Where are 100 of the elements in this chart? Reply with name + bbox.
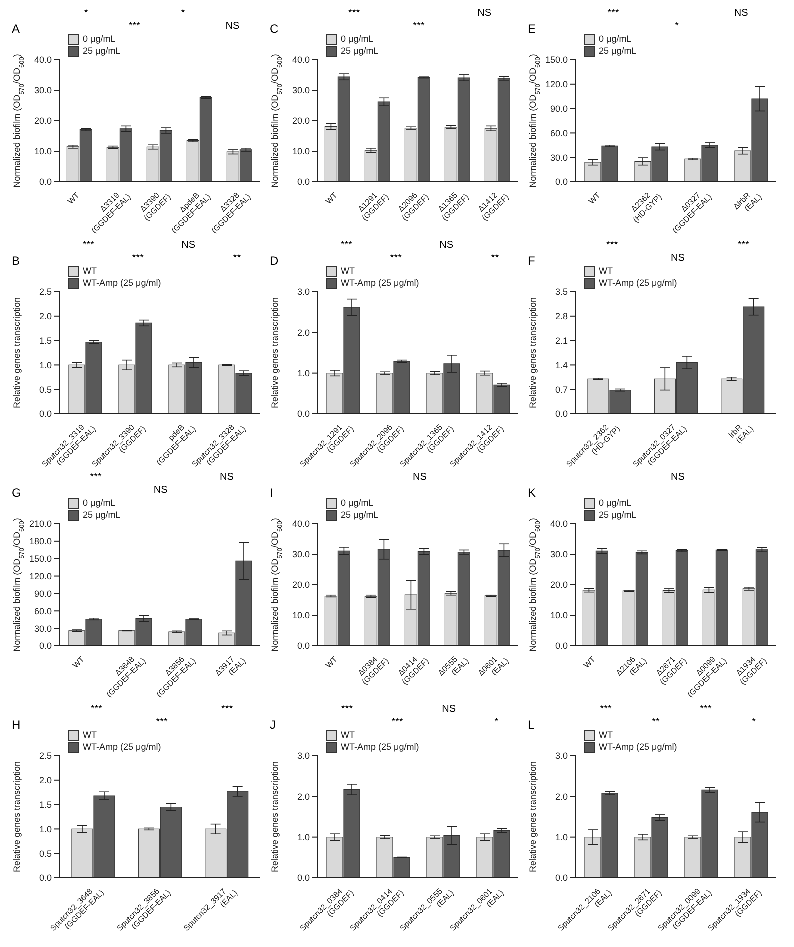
- y-tick-label: 1.5: [39, 800, 52, 810]
- y-tick-label: 0.0: [39, 177, 52, 188]
- text: ***: [348, 8, 360, 19]
- chart-title: F: [528, 254, 536, 268]
- y-tick-label: 3.0: [297, 287, 310, 298]
- text: ***: [608, 8, 620, 19]
- text: ***: [341, 704, 354, 715]
- legend-label: WT-Amp (25 μg/ml): [83, 277, 162, 289]
- text: NS: [182, 240, 196, 251]
- y-tick-label: 90.0: [550, 104, 568, 114]
- y-tick-label: 40.0: [292, 519, 310, 530]
- y-axis-title: Relative genes transcription: [12, 297, 22, 409]
- chart-title: A: [12, 22, 20, 36]
- y-tick-label: 120.0: [29, 571, 52, 582]
- y-tick-label: 2.1: [555, 336, 568, 346]
- y-tick-label: 40.0: [550, 519, 568, 530]
- y-tick-label: 30.0: [34, 86, 52, 96]
- y-tick-label: 30.0: [292, 550, 310, 560]
- y-tick-label: 20.0: [550, 580, 568, 590]
- text: ***: [90, 472, 102, 483]
- y-tick-label: 2.0: [555, 792, 568, 802]
- x-tick-label: WT: [66, 190, 82, 206]
- legend-label: 0 μg/mL: [341, 497, 374, 509]
- text: ***: [221, 704, 234, 715]
- y-tick-label: 30.0: [34, 624, 52, 634]
- x-tick-label: WT: [324, 190, 340, 206]
- y-tick-label: 0.0: [39, 641, 52, 652]
- text: **: [652, 717, 660, 728]
- y-tick-label: 2.8: [555, 312, 568, 322]
- y-axis-title: Relative genes transcription: [270, 297, 280, 409]
- chart-title: K: [528, 486, 536, 500]
- y-tick-label: 0.0: [297, 641, 310, 652]
- text: ***: [600, 704, 612, 715]
- text: ***: [413, 21, 425, 32]
- y-tick-label: 10.0: [34, 146, 52, 157]
- y-axis-title: Relative genes transcription: [528, 297, 538, 409]
- legend-label: WT-Amp (25 μg/ml): [599, 277, 678, 289]
- text: *: [752, 717, 756, 728]
- text: NS: [734, 8, 748, 19]
- text: ***: [340, 240, 353, 251]
- y-tick-label: 60.0: [34, 606, 52, 616]
- text: ***: [156, 717, 168, 728]
- text: ***: [392, 717, 404, 728]
- y-tick-label: 2.5: [39, 287, 52, 298]
- y-tick-label: 40.0: [292, 55, 310, 66]
- x-tick-label: WT: [71, 654, 86, 670]
- y-tick-label: 0.5: [39, 848, 52, 859]
- text: NS: [154, 485, 168, 496]
- legend-label: 0 μg/mL: [599, 33, 632, 45]
- y-tick-label: 1.5: [39, 336, 52, 346]
- y-tick-label: 2.0: [297, 328, 310, 338]
- y-tick-label: 180.0: [29, 536, 52, 547]
- legend-label: WT-Amp (25 μg/ml): [599, 741, 678, 753]
- text: ***: [128, 21, 141, 32]
- y-tick-label: 2.5: [39, 751, 52, 762]
- y-tick-label: 150.0: [29, 554, 52, 564]
- chart-title: D: [270, 254, 279, 268]
- y-tick-label: 1.4: [555, 360, 568, 370]
- legend-label: 25 μg/mL: [341, 45, 379, 57]
- legend-label: 25 μg/mL: [83, 45, 121, 57]
- y-tick-label: 0.0: [297, 409, 310, 420]
- y-tick-label: 0.0: [39, 873, 52, 884]
- text: *: [84, 8, 88, 19]
- legend-label: WT: [83, 729, 97, 741]
- chart-title: C: [270, 22, 279, 36]
- y-tick-label: 1.0: [297, 368, 310, 379]
- chart-title: E: [528, 22, 536, 36]
- legend-label: 0 μg/mL: [341, 33, 374, 45]
- y-axis-title: Relative genes transcription: [270, 761, 280, 873]
- chart-title: L: [528, 718, 535, 732]
- y-tick-label: 0.0: [555, 177, 568, 188]
- y-tick-label: 0.0: [297, 873, 310, 884]
- y-tick-label: 3.5: [555, 287, 568, 298]
- y-tick-label: 0.0: [39, 409, 52, 420]
- y-tick-label: 30.0: [550, 550, 568, 560]
- chart-title: J: [270, 718, 276, 732]
- text: **: [233, 253, 242, 264]
- y-tick-label: 1.0: [39, 360, 52, 370]
- text: NS: [478, 8, 492, 19]
- legend-label: WT: [341, 729, 355, 741]
- y-tick-label: 1.0: [555, 832, 568, 843]
- y-tick-label: 60.0: [550, 128, 568, 138]
- y-tick-label: 3.0: [555, 751, 568, 762]
- y-tick-label: 3.0: [297, 751, 310, 762]
- chart-title: H: [12, 718, 21, 732]
- legend-label: WT-Amp (25 μg/ml): [341, 277, 420, 289]
- chart-title: B: [12, 254, 20, 268]
- x-tick-label: WT: [324, 654, 340, 670]
- text: NS: [413, 472, 427, 483]
- text: NS: [226, 21, 240, 32]
- text: *: [674, 21, 679, 32]
- legend-label: 0 μg/mL: [83, 33, 116, 45]
- y-tick-label: 1.0: [297, 832, 310, 843]
- y-tick-label: 1.0: [39, 824, 52, 834]
- y-tick-label: 40.0: [34, 55, 52, 66]
- legend-label: WT: [83, 265, 97, 277]
- text: *: [181, 8, 186, 19]
- text: ***: [82, 240, 95, 251]
- legend-label: WT: [599, 729, 613, 741]
- y-tick-label: 10.0: [550, 610, 568, 621]
